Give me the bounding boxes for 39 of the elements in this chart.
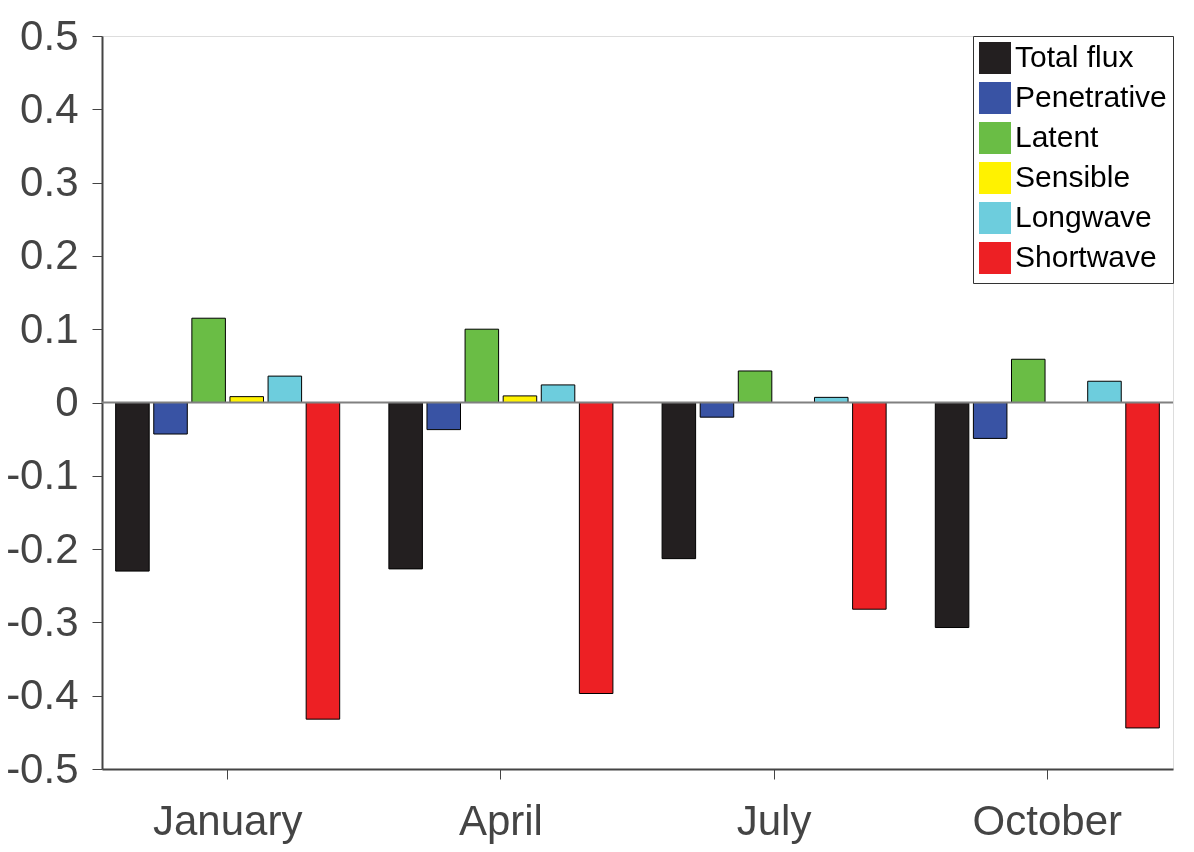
bar [1011, 358, 1046, 403]
bar [934, 402, 970, 629]
x-tick-label: October [972, 796, 1123, 844]
bar [153, 402, 188, 435]
x-tick-label: April [458, 796, 543, 844]
bar [191, 317, 226, 403]
y-tick-label: 0.4 [20, 84, 79, 132]
bar [1087, 380, 1122, 403]
bar [661, 402, 697, 560]
bar [426, 402, 462, 431]
y-tick-label: 0 [55, 378, 79, 425]
y-tick-label: 0.3 [20, 158, 79, 206]
legend-label: Total flux [1015, 40, 1134, 73]
y-tick-label: -0.5 [6, 744, 79, 792]
y-tick-label: 0.1 [20, 304, 79, 352]
y-tick-label: -0.4 [6, 671, 79, 719]
bar [972, 402, 1008, 439]
legend-label: Longwave [1015, 200, 1152, 233]
y-tick-label: -0.3 [6, 597, 79, 645]
legend-label: Sensible [1015, 160, 1131, 193]
bar [464, 328, 500, 403]
y-tick-label: -0.1 [6, 451, 79, 499]
legend-label: Latent [1015, 120, 1100, 153]
bar [305, 402, 341, 720]
bar [578, 402, 614, 694]
y-tick-label: -0.2 [6, 524, 79, 572]
bar [1125, 402, 1160, 729]
bar [388, 402, 423, 570]
bar [852, 402, 887, 610]
x-tick-label: January [152, 796, 303, 844]
bar [737, 370, 773, 403]
legend-label: Penetrative [1015, 80, 1167, 113]
bar [267, 375, 303, 403]
legend-label: Shortwave [1015, 240, 1157, 273]
bar [540, 384, 576, 403]
y-tick-label: 0.5 [20, 11, 79, 59]
x-tick-label: July [736, 796, 812, 844]
bar [115, 402, 150, 572]
y-tick-label: 0.2 [20, 231, 79, 279]
